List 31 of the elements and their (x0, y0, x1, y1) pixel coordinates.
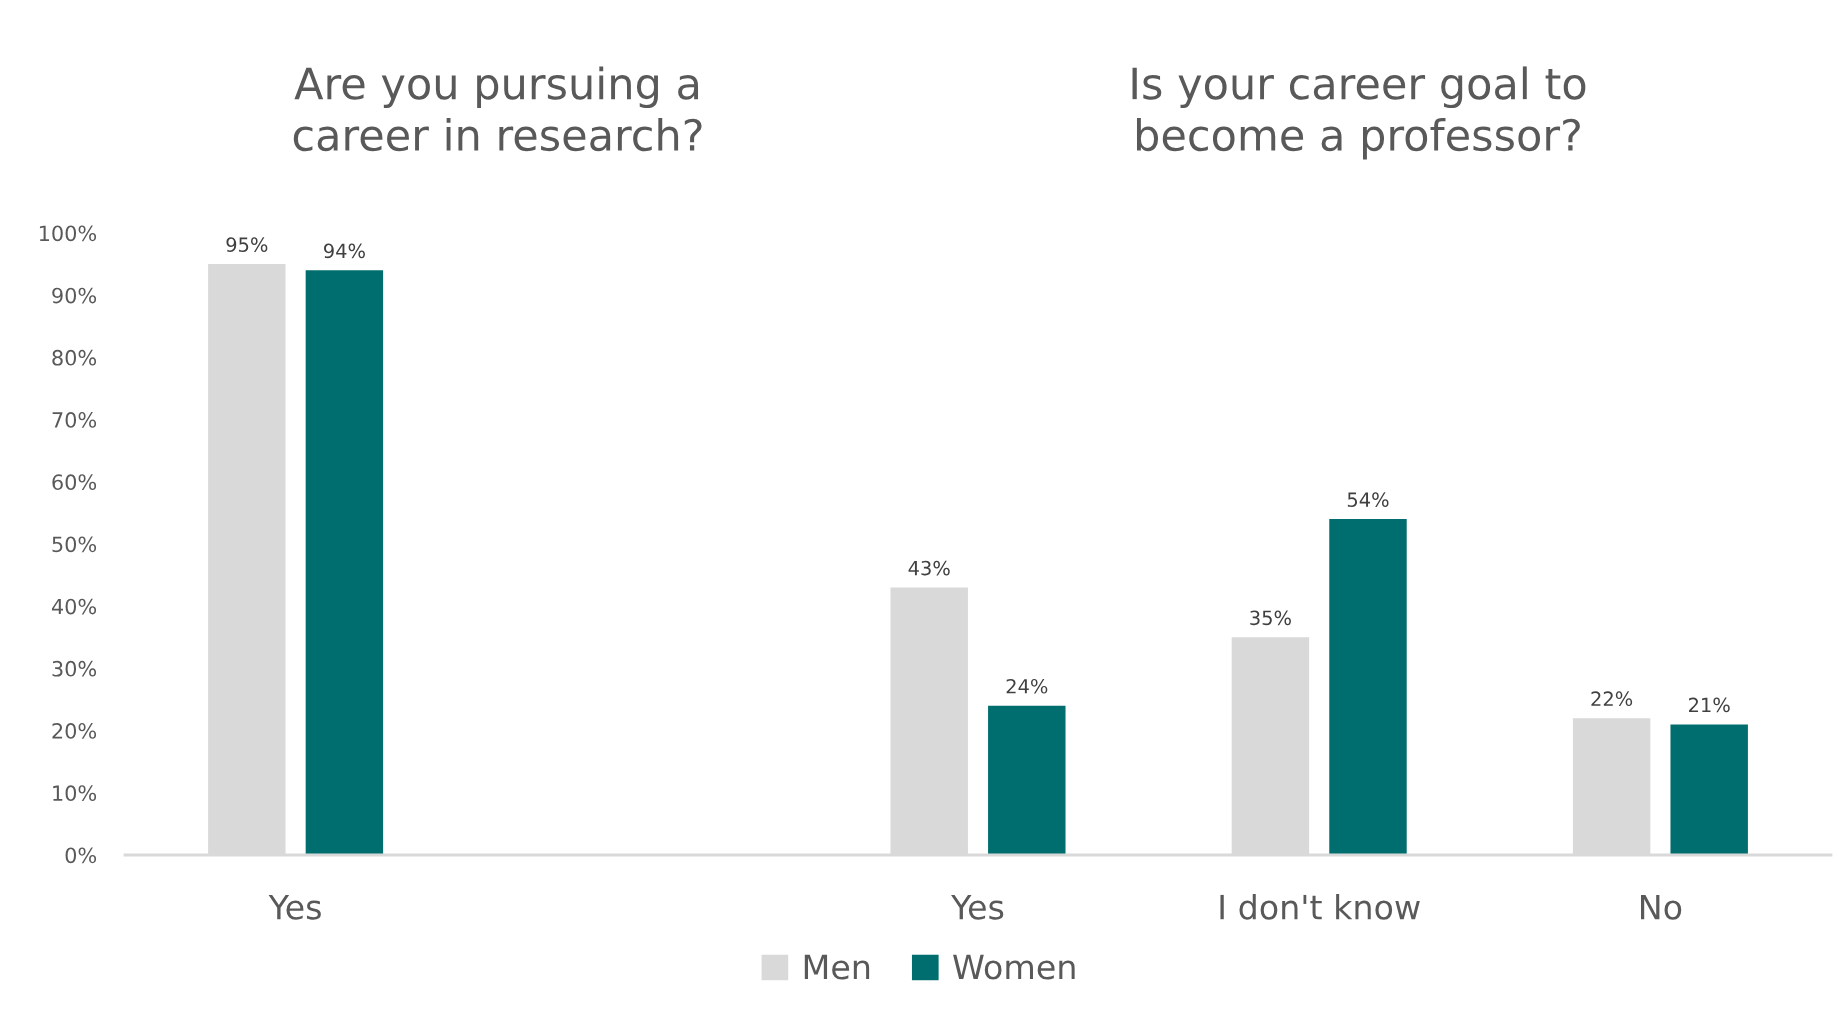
y-tick-label: 0% (65, 847, 97, 864)
y-tick-label: 10% (53, 785, 97, 802)
bar (1670, 724, 1748, 855)
data-label: 54% (1347, 492, 1389, 508)
bar (1329, 519, 1407, 855)
y-tick-label: 60% (52, 474, 97, 491)
y-tick-label: 40% (51, 598, 97, 615)
data-label: 24% (1006, 678, 1048, 694)
y-tick-label: 50% (52, 536, 97, 553)
bar (988, 705, 1066, 855)
x-tick-label: No (1641, 894, 1682, 920)
y-tick-label: 80% (52, 349, 97, 366)
x-tick-label: Yes (268, 894, 321, 920)
x-tick-label: Yes (951, 894, 1004, 920)
bar (305, 270, 384, 855)
x-tick-label: I don't know (1220, 893, 1420, 920)
y-tick-label: 70% (52, 412, 97, 428)
y-tick-label: 30% (52, 660, 97, 677)
y-tick-label: 90% (52, 287, 97, 304)
data-label: 43% (908, 560, 950, 576)
legend-label: Women (953, 954, 1075, 980)
text: Is your career goal to become a professor? (1132, 66, 1586, 160)
data-label: 21% (1689, 697, 1730, 713)
y-tick-label: 100% (39, 225, 97, 242)
legend-label: Men (804, 954, 870, 980)
data-label: 95% (226, 237, 268, 252)
text: Are you pursuing a career in research? (293, 66, 702, 152)
y-tick-label: 20% (52, 723, 97, 739)
data-label: 22% (1591, 691, 1633, 707)
data-label: 94% (324, 243, 365, 259)
data-label: 35% (1250, 610, 1291, 626)
